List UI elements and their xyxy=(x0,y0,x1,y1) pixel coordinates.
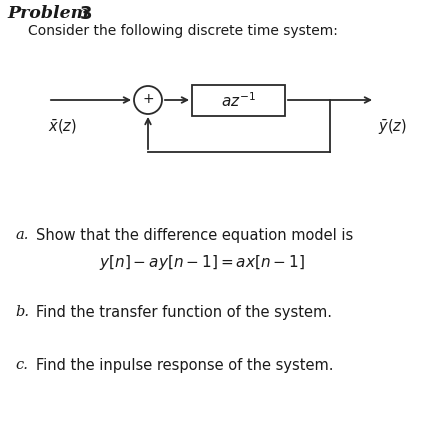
Text: $\bar{x}(z)$: $\bar{x}(z)$ xyxy=(48,118,77,136)
Text: b.: b. xyxy=(15,305,29,319)
Text: c.: c. xyxy=(15,358,28,372)
Text: $\bar{y}(z)$: $\bar{y}(z)$ xyxy=(378,118,407,137)
Text: +: + xyxy=(142,92,154,106)
Text: $az^{-1}$: $az^{-1}$ xyxy=(221,91,256,110)
Text: Find the inpulse response of the system.: Find the inpulse response of the system. xyxy=(36,358,333,373)
Text: Problem: Problem xyxy=(7,5,89,22)
Bar xyxy=(192,85,285,116)
Text: Find the transfer function of the system.: Find the transfer function of the system… xyxy=(36,305,332,320)
Text: $y[n] - ay[n-1] = ax[n-1]$: $y[n] - ay[n-1] = ax[n-1]$ xyxy=(99,253,305,272)
Text: a.: a. xyxy=(15,228,28,242)
Text: 3: 3 xyxy=(80,5,93,23)
Text: Show that the difference equation model is: Show that the difference equation model … xyxy=(36,228,353,243)
Text: Consider the following discrete time system:: Consider the following discrete time sys… xyxy=(28,24,338,38)
